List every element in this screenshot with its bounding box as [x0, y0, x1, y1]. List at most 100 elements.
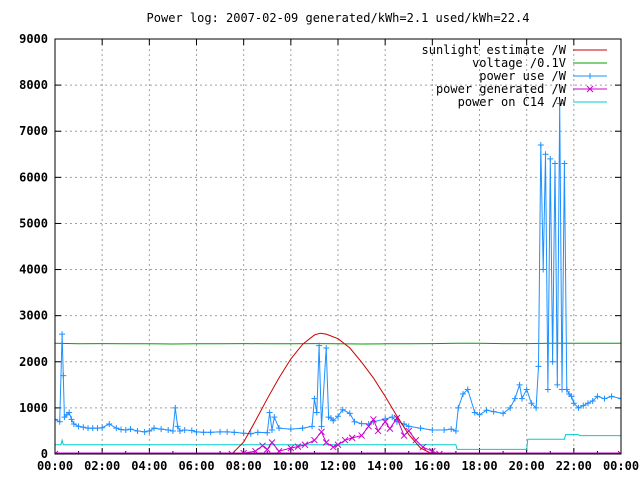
data-point [455, 404, 462, 411]
data-point [287, 426, 294, 433]
data-point [224, 428, 231, 435]
y-tick-label: 1000 [19, 401, 48, 415]
data-point [348, 434, 356, 442]
data-point [75, 423, 82, 430]
series-line [55, 434, 621, 450]
legend-marker [586, 85, 594, 93]
data-point [459, 391, 466, 398]
data-point [476, 411, 483, 418]
data-point [358, 432, 365, 439]
legend-label: power on C14 /W [458, 95, 567, 109]
x-tick-label: 16:00 [414, 459, 450, 473]
data-point [544, 386, 551, 393]
data-point [193, 428, 200, 435]
legend-label: power use /W [479, 69, 566, 83]
data-point [594, 393, 601, 400]
series-0 [231, 332, 440, 454]
data-point [370, 416, 377, 423]
data-point [231, 429, 238, 436]
data-point [490, 408, 497, 415]
data-point [346, 410, 353, 417]
grid [54, 38, 622, 455]
data-point [575, 404, 582, 411]
data-point [301, 441, 309, 449]
x-tick-label: 20:00 [509, 459, 545, 473]
data-point [113, 425, 120, 432]
data-point [386, 425, 394, 432]
data-point [556, 100, 563, 107]
data-point [563, 386, 570, 393]
data-point [207, 429, 214, 436]
legend-label: voltage /0.1V [472, 56, 566, 70]
data-point [330, 417, 337, 424]
x-tick-label: 00:00 [603, 459, 639, 473]
data-point [542, 151, 549, 158]
series-1 [55, 342, 621, 345]
x-tick-label: 02:00 [84, 459, 120, 473]
data-point [268, 439, 276, 446]
data-point [547, 155, 554, 162]
data-point [533, 404, 540, 411]
data-point [56, 418, 63, 425]
x-tick-label: 10:00 [273, 459, 309, 473]
data-point [374, 427, 382, 435]
data-point [568, 393, 575, 400]
y-tick-label: 2000 [19, 355, 48, 369]
data-point [528, 400, 535, 407]
data-point [535, 363, 542, 370]
data-point [264, 429, 271, 436]
data-point [551, 160, 558, 167]
data-point [318, 428, 325, 436]
y-tick-label: 4000 [19, 263, 48, 277]
data-point [174, 423, 181, 430]
data-point [181, 427, 188, 434]
data-point [127, 426, 134, 433]
data-point [70, 421, 77, 428]
data-point [341, 436, 349, 444]
data-point [516, 381, 523, 388]
data-point [518, 395, 525, 402]
data-point [318, 423, 325, 430]
data-point [405, 427, 413, 435]
data-point [436, 450, 443, 454]
data-point [141, 428, 148, 435]
data-point [323, 344, 330, 351]
data-point [334, 441, 342, 449]
data-point [549, 358, 556, 365]
data-point [419, 443, 427, 451]
data-point [412, 436, 420, 444]
data-point [99, 424, 106, 431]
legend-marker [587, 73, 593, 79]
data-point [287, 444, 295, 452]
data-point [339, 406, 346, 413]
data-point [507, 404, 514, 411]
y-tick-label: 6000 [19, 170, 48, 184]
data-point [429, 427, 436, 434]
data-point [240, 430, 247, 437]
legend-label: power generated /W [436, 82, 567, 96]
data-point [254, 429, 261, 436]
data-point [335, 413, 341, 420]
data-point [511, 395, 518, 402]
data-point [266, 409, 273, 416]
y-tick-label: 9000 [19, 32, 48, 46]
data-point [448, 426, 455, 433]
data-point [617, 450, 621, 454]
data-point [134, 427, 141, 434]
data-point [608, 393, 615, 400]
data-point [259, 442, 266, 450]
data-point [500, 410, 507, 417]
data-point [66, 409, 73, 416]
data-point [276, 425, 283, 432]
x-tick-label: 06:00 [178, 459, 214, 473]
series-layer [55, 100, 621, 454]
x-tick-label: 08:00 [226, 459, 262, 473]
y-tick-label: 8000 [19, 78, 48, 92]
data-point [106, 421, 113, 428]
data-point [618, 395, 621, 402]
chart-title: Power log: 2007-02-09 generated/kWh=2.1 … [147, 11, 530, 25]
data-point [59, 331, 66, 338]
data-point [322, 439, 330, 446]
series-4 [55, 434, 621, 450]
